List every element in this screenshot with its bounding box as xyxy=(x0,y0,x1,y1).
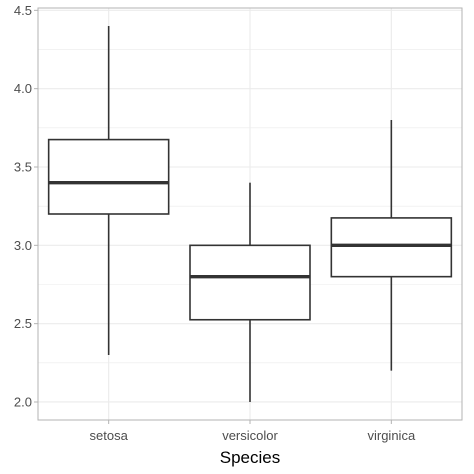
x-tick-label: setosa xyxy=(90,428,129,443)
x-tick-label: virginica xyxy=(367,428,415,443)
x-axis-title: Species xyxy=(220,448,280,467)
y-tick-label: 3.5 xyxy=(14,160,32,175)
y-tick-label: 2.0 xyxy=(14,394,32,409)
x-tick-label: versicolor xyxy=(222,428,278,443)
box-body xyxy=(189,244,311,321)
axes: 2.0 2.5 3.0 3.5 4.0 4.5 setosa versicolor virgin… xyxy=(14,3,416,443)
y-tick-label: 4.0 xyxy=(14,81,32,96)
boxes xyxy=(47,26,453,402)
y-tick-label: 2.5 xyxy=(14,316,32,331)
y-tick-label: 3.0 xyxy=(14,238,32,253)
box-virginica xyxy=(330,120,453,371)
box-body xyxy=(47,138,170,215)
y-tick-label: 4.5 xyxy=(14,3,32,18)
box-versicolor xyxy=(189,182,311,402)
box-body xyxy=(330,217,453,278)
box-setosa xyxy=(47,26,170,355)
